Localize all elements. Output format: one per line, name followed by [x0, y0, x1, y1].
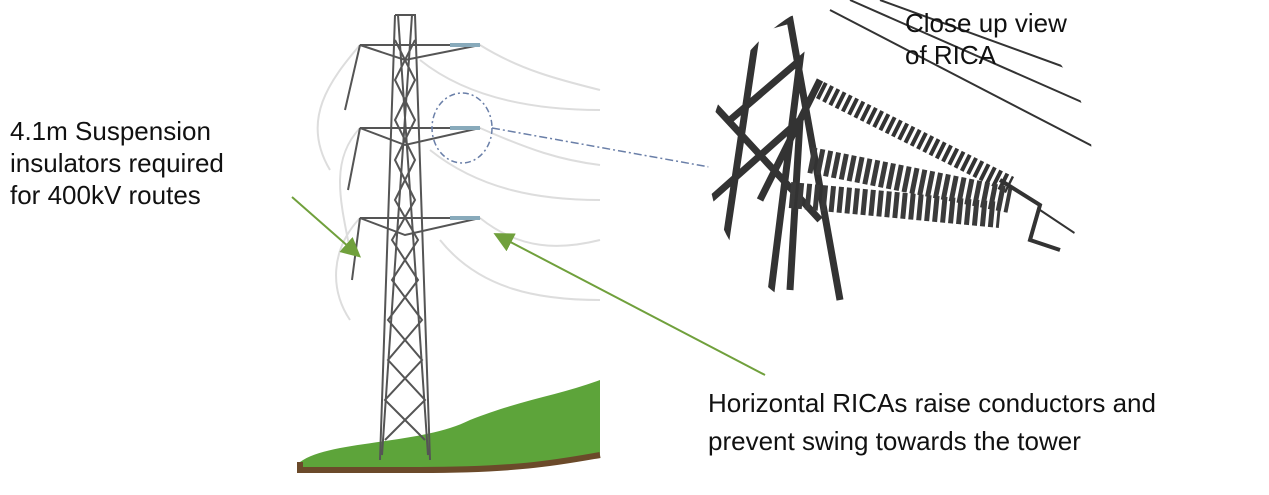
leader-line — [491, 127, 716, 169]
conductors — [316, 44, 601, 321]
arrow — [493, 233, 766, 376]
label: Horizontal RICAs raise conductors and — [708, 388, 1156, 418]
label: of RICA — [905, 40, 997, 70]
tower — [344, 14, 481, 461]
ground-edge — [297, 452, 601, 473]
label: for 400kV routes — [10, 180, 201, 210]
label: Close up view — [905, 8, 1067, 38]
label: 4.1m Suspension — [10, 116, 211, 146]
ground — [300, 380, 600, 470]
close-up — [708, 0, 1092, 335]
label: insulators required — [10, 148, 224, 178]
label: prevent swing towards the tower — [708, 426, 1081, 456]
arrow — [291, 196, 362, 258]
